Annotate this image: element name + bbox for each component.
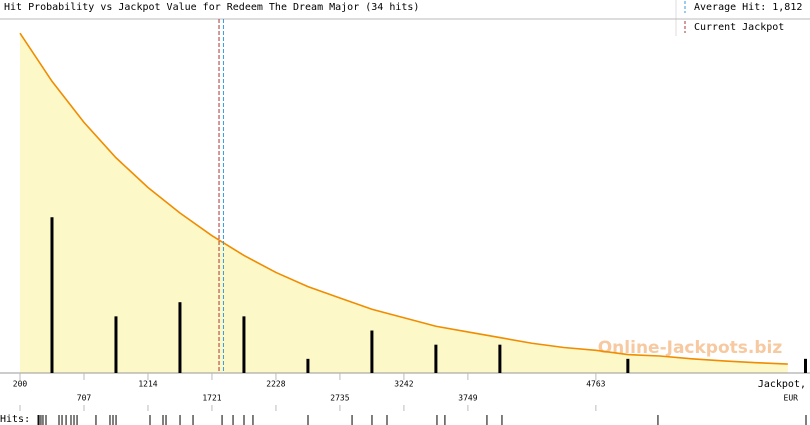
bar	[626, 358, 630, 373]
hits-label: Hits:	[0, 414, 30, 425]
x-tick-label: 2735	[330, 394, 349, 403]
x-axis-label: EUR	[784, 394, 799, 403]
legend-label: Average Hit: 1,812	[694, 2, 802, 13]
x-tick-label: 707	[77, 394, 92, 403]
x-tick-label: 1214	[138, 380, 157, 389]
bar	[804, 358, 807, 373]
legend-label: Current Jackpot	[694, 22, 784, 33]
bar	[242, 316, 246, 373]
x-tick-label: 3242	[394, 380, 413, 389]
bar	[306, 358, 310, 373]
bar	[434, 344, 438, 373]
watermark: Online-Jackpots.biz	[598, 338, 783, 358]
x-tick-label: 3749	[458, 394, 477, 403]
bar	[370, 330, 374, 373]
x-tick-label: 4763	[586, 380, 605, 389]
x-tick-label: 1721	[202, 394, 221, 403]
bar	[178, 302, 182, 373]
x-tick-label: 200	[13, 380, 28, 389]
curve-line	[19, 32, 788, 365]
bar	[498, 344, 502, 373]
bar	[50, 217, 54, 373]
bar	[114, 316, 118, 373]
chart-title: Hit Probability vs Jackpot Value for Red…	[4, 2, 419, 13]
curve-area	[20, 33, 807, 373]
x-tick-label: 2228	[266, 380, 285, 389]
x-axis-label: Jackpot,	[758, 379, 806, 390]
